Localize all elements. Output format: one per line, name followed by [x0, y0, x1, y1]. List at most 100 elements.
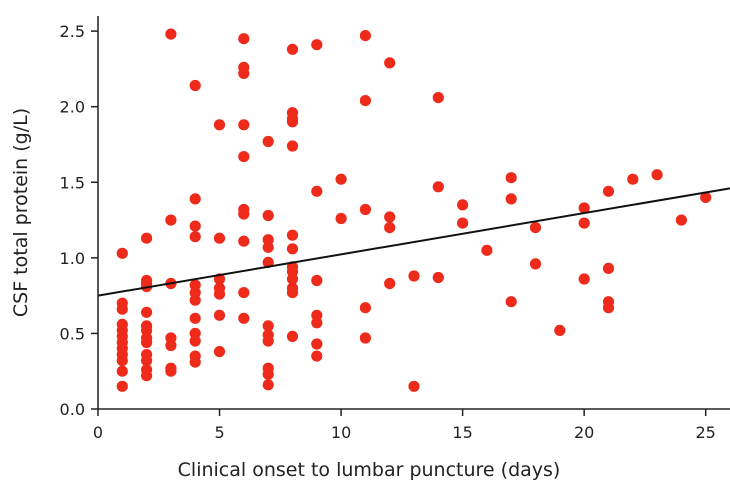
data-point: [481, 244, 493, 256]
data-point: [262, 368, 274, 380]
data-point: [529, 222, 542, 234]
data-point: [700, 191, 712, 203]
data-point: [384, 277, 396, 290]
y-ticks: 0.0 0.5 1.0 1.5 2.0 2.5: [60, 22, 98, 419]
data-point: [141, 355, 153, 367]
data-point: [311, 185, 323, 197]
data-point: [213, 232, 226, 244]
points-layer: [116, 28, 712, 392]
x-tick-label: 5: [214, 423, 224, 442]
data-point: [141, 306, 153, 318]
data-point: [578, 202, 590, 214]
data-point: [116, 303, 128, 315]
data-point: [262, 241, 274, 253]
data-point: [165, 28, 177, 40]
data-point: [505, 296, 517, 308]
axes-layer: [97, 16, 730, 410]
data-point: [213, 288, 226, 300]
x-axis-label: Clinical onset to lumbar puncture (days): [178, 459, 561, 481]
data-point: [286, 116, 299, 128]
data-point: [286, 273, 299, 285]
data-point: [311, 39, 323, 51]
data-point: [238, 312, 250, 324]
data-point: [116, 365, 128, 377]
data-point: [141, 370, 153, 382]
data-point: [286, 43, 299, 55]
data-point: [262, 209, 274, 222]
data-point: [384, 211, 396, 223]
data-point: [578, 217, 590, 229]
data-point: [238, 119, 250, 131]
data-point: [238, 151, 250, 163]
data-point: [457, 199, 469, 211]
data-point: [116, 380, 128, 392]
data-point: [651, 169, 663, 181]
data-point: [359, 95, 371, 107]
y-tick-label: 0.0: [60, 400, 85, 419]
data-point: [432, 92, 444, 104]
data-point: [238, 235, 250, 247]
data-point: [286, 243, 299, 255]
data-point: [189, 79, 201, 92]
data-point: [262, 135, 274, 148]
data-point: [335, 173, 347, 185]
x-tick-label: 0: [93, 423, 103, 442]
data-point: [189, 356, 201, 368]
data-point: [141, 336, 153, 349]
data-point: [359, 29, 371, 42]
data-point: [384, 57, 396, 69]
data-point: [165, 365, 177, 377]
data-point: [262, 379, 274, 391]
data-point: [213, 346, 226, 358]
data-point: [359, 203, 371, 216]
data-point: [335, 212, 347, 225]
data-point: [165, 214, 177, 226]
data-point: [384, 222, 396, 234]
data-point: [116, 247, 128, 259]
data-point: [505, 172, 517, 184]
x-tick-label: 15: [452, 423, 472, 442]
data-point: [311, 274, 323, 287]
data-point: [189, 220, 201, 232]
data-point: [213, 309, 226, 321]
data-point: [189, 193, 201, 205]
data-point: [554, 324, 566, 336]
y-tick-label: 2.5: [60, 22, 85, 41]
data-point: [238, 287, 250, 299]
data-point: [189, 312, 201, 324]
data-point: [286, 229, 299, 241]
x-ticks: 0 5 10 15 20 25: [93, 409, 716, 442]
y-tick-label: 2.0: [60, 98, 85, 117]
trend-line: [97, 187, 730, 297]
data-point: [189, 231, 201, 243]
data-point: [311, 317, 323, 329]
data-point: [286, 287, 299, 299]
data-point: [262, 320, 274, 332]
data-point: [505, 193, 517, 205]
y-tick-label: 1.0: [60, 249, 85, 268]
data-point: [238, 67, 250, 79]
data-point: [359, 302, 371, 314]
data-point: [359, 332, 371, 344]
data-point: [457, 217, 469, 229]
trend-layer: [97, 187, 730, 297]
data-point: [408, 380, 420, 392]
data-point: [675, 214, 688, 226]
data-point: [602, 185, 615, 197]
data-point: [627, 173, 639, 185]
data-point: [262, 335, 274, 347]
data-point: [602, 262, 615, 274]
data-point: [311, 350, 323, 362]
data-point: [529, 258, 542, 270]
x-tick-label: 25: [696, 423, 716, 442]
data-point: [238, 33, 250, 45]
data-point: [311, 338, 323, 350]
data-point: [189, 294, 201, 306]
data-point: [165, 339, 177, 352]
data-point: [286, 330, 299, 342]
data-point: [432, 271, 444, 284]
data-point: [286, 140, 299, 152]
data-point: [262, 256, 274, 268]
data-point: [408, 270, 420, 282]
